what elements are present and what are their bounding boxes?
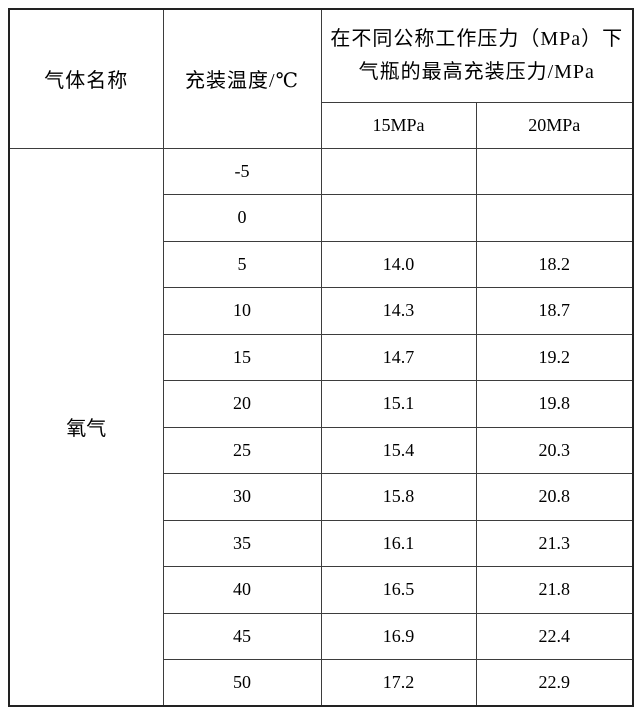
temp-cell: 45 bbox=[162, 612, 322, 660]
pressure-20-cell bbox=[475, 194, 634, 242]
pressure-15-cell: 15.4 bbox=[320, 426, 477, 474]
temp-cell: 0 bbox=[162, 194, 322, 242]
table-row: 10 14.3 18.7 bbox=[9, 287, 634, 335]
pressure-20-cell: 21.3 bbox=[475, 519, 634, 567]
pressure-20-cell: 22.4 bbox=[475, 612, 634, 660]
table-row: 50 17.2 22.9 bbox=[9, 659, 634, 707]
pressure-20-cell: 18.7 bbox=[475, 287, 634, 335]
pressure-15-cell bbox=[320, 194, 477, 242]
temp-cell: 25 bbox=[162, 426, 322, 474]
table-row: 5 14.0 18.2 bbox=[9, 240, 634, 288]
pressure-15-cell: 14.7 bbox=[320, 333, 477, 381]
table-row: 20 15.1 19.8 bbox=[9, 380, 634, 428]
pressure-20-cell: 19.2 bbox=[475, 333, 634, 381]
pressure-15-cell: 17.2 bbox=[320, 659, 477, 707]
temp-cell: 50 bbox=[162, 659, 322, 707]
table-row: 15 14.7 19.2 bbox=[9, 333, 634, 381]
pressure-20-cell: 19.8 bbox=[475, 380, 634, 428]
temp-cell: -5 bbox=[162, 147, 322, 195]
pressure-15-cell: 15.1 bbox=[320, 380, 477, 428]
pressure-20-cell: 20.8 bbox=[475, 473, 634, 521]
temp-cell: 5 bbox=[162, 240, 322, 288]
pressure-15-cell: 16.5 bbox=[320, 566, 477, 614]
subheader-15mpa: 15MPa bbox=[320, 101, 477, 149]
pressure-20-cell: 22.9 bbox=[475, 659, 634, 707]
temp-cell: 15 bbox=[162, 333, 322, 381]
pressure-20-cell: 18.2 bbox=[475, 240, 634, 288]
table-row: 0 bbox=[9, 194, 634, 242]
pressure-20-cell bbox=[475, 147, 634, 195]
pressure-15-cell: 15.8 bbox=[320, 473, 477, 521]
header-row-1: 气体名称 充装温度/℃ 在不同公称工作压力（MPa）下 气瓶的最高充装压力/MP… bbox=[8, 8, 634, 149]
pressure-15-cell: 16.9 bbox=[320, 612, 477, 660]
pressure-15-cell bbox=[320, 147, 477, 195]
table-row: 氧气 -5 bbox=[8, 147, 634, 707]
filling-pressure-table: 气体名称 充装温度/℃ 在不同公称工作压力（MPa）下 气瓶的最高充装压力/MP… bbox=[8, 8, 635, 707]
table-row: 25 15.4 20.3 bbox=[9, 426, 634, 474]
temp-cell: 10 bbox=[162, 287, 322, 335]
subheader-20mpa: 20MPa bbox=[475, 101, 634, 149]
pressure-15-cell: 16.1 bbox=[320, 519, 477, 567]
pressure-20-cell: 21.8 bbox=[475, 566, 634, 614]
header-gas-name: 气体名称 bbox=[8, 8, 164, 149]
header-row-2: 15MPa 20MPa bbox=[9, 101, 634, 149]
temp-cell: 40 bbox=[162, 566, 322, 614]
header-pressure-title-line1: 在不同公称工作压力（MPa）下 bbox=[330, 27, 624, 50]
pressure-15-cell: 14.3 bbox=[320, 287, 477, 335]
pressure-15-cell: 14.0 bbox=[320, 240, 477, 288]
table-row: 45 16.9 22.4 bbox=[9, 612, 634, 660]
table-row: 40 16.5 21.8 bbox=[9, 566, 634, 614]
temp-cell: 20 bbox=[162, 380, 322, 428]
temp-cell: 35 bbox=[162, 519, 322, 567]
temp-cell: 30 bbox=[162, 473, 322, 521]
gas-name-cell: 氧气 bbox=[8, 147, 164, 707]
header-pressure-title: 在不同公称工作压力（MPa）下 气瓶的最高充装压力/MPa bbox=[320, 8, 634, 103]
header-pressure-title-line2: 气瓶的最高充装压力/MPa bbox=[358, 60, 595, 83]
header-filling-temperature: 充装温度/℃ bbox=[162, 8, 322, 149]
pressure-20-cell: 20.3 bbox=[475, 426, 634, 474]
